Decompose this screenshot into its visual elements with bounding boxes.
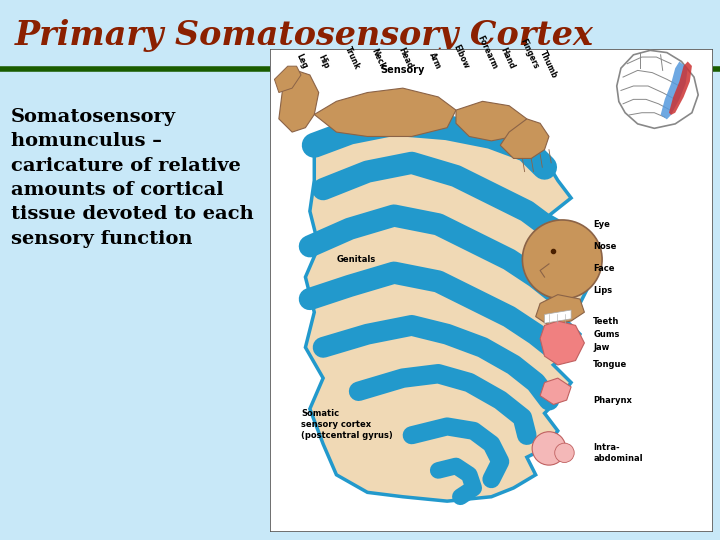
- Polygon shape: [669, 62, 692, 115]
- Text: Intra-
abdominal: Intra- abdominal: [593, 443, 643, 463]
- Polygon shape: [540, 378, 571, 404]
- Text: Somatic
sensory cortex
(postcentral gyrus): Somatic sensory cortex (postcentral gyru…: [301, 409, 392, 440]
- Text: Trunk: Trunk: [343, 45, 361, 71]
- Polygon shape: [305, 114, 589, 501]
- Text: Thumb: Thumb: [538, 49, 559, 79]
- Text: Neck: Neck: [369, 48, 387, 71]
- Text: Genitals: Genitals: [336, 255, 376, 264]
- Text: Elbow: Elbow: [451, 43, 471, 71]
- Text: Hip: Hip: [317, 53, 330, 71]
- Text: Leg: Leg: [294, 52, 309, 71]
- Text: Fingers: Fingers: [518, 37, 540, 71]
- Text: Eye: Eye: [593, 220, 610, 229]
- Polygon shape: [500, 119, 549, 158]
- Polygon shape: [540, 321, 585, 365]
- Circle shape: [532, 431, 566, 465]
- Text: Lips: Lips: [593, 286, 613, 295]
- Polygon shape: [274, 66, 301, 92]
- Polygon shape: [544, 310, 571, 323]
- Text: Pharynx: Pharynx: [593, 396, 632, 404]
- Text: Face: Face: [593, 264, 615, 273]
- Text: Nose: Nose: [593, 242, 616, 251]
- Text: Gums: Gums: [593, 330, 620, 339]
- Text: Arm: Arm: [427, 51, 443, 71]
- Text: Primary Somatosensory Cortex: Primary Somatosensory Cortex: [14, 19, 593, 52]
- Polygon shape: [279, 71, 319, 132]
- Text: Hand: Hand: [498, 46, 516, 71]
- Text: Jaw: Jaw: [593, 343, 610, 352]
- Circle shape: [554, 443, 575, 462]
- Polygon shape: [456, 102, 527, 141]
- Text: Head: Head: [396, 46, 414, 71]
- Text: Teeth: Teeth: [593, 316, 620, 326]
- Polygon shape: [536, 295, 585, 326]
- FancyBboxPatch shape: [270, 49, 713, 532]
- Text: Tongue: Tongue: [593, 360, 628, 369]
- Text: Sensory: Sensory: [381, 65, 425, 75]
- Text: Somatosensory
homunculus –
caricature of relative
amounts of cortical
tissue dev: Somatosensory homunculus – caricature of…: [11, 108, 253, 247]
- Circle shape: [523, 220, 602, 299]
- Text: Forearm: Forearm: [476, 34, 500, 71]
- Polygon shape: [314, 88, 456, 137]
- Polygon shape: [617, 50, 698, 129]
- Polygon shape: [660, 62, 688, 119]
